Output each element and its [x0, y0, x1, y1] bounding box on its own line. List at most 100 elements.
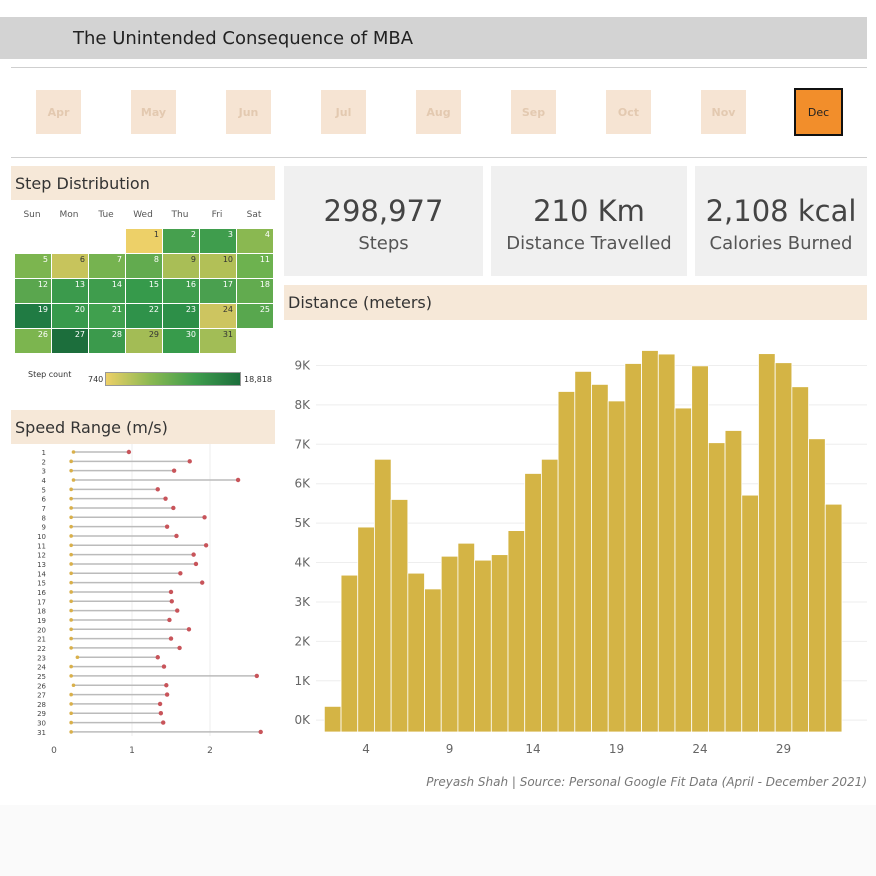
speed-max-point[interactable] — [161, 664, 167, 669]
distance-bar[interactable] — [624, 363, 642, 733]
month-sep-button[interactable]: Sep — [511, 90, 556, 134]
speed-max-point[interactable] — [175, 608, 180, 613]
calendar-day-cell[interactable]: 14 — [89, 279, 125, 303]
speed-min-point[interactable] — [71, 683, 76, 688]
speed-max-point[interactable] — [155, 487, 160, 492]
distance-bar[interactable] — [774, 362, 793, 733]
speed-min-point[interactable] — [69, 487, 73, 492]
speed-max-point[interactable] — [164, 683, 169, 688]
distance-bar[interactable] — [808, 438, 826, 733]
month-aug-button[interactable]: Aug — [416, 90, 461, 134]
speed-max-point[interactable] — [169, 599, 174, 604]
distance-bar[interactable] — [474, 559, 492, 733]
speed-max-point[interactable] — [187, 459, 192, 464]
calendar-day-cell[interactable]: 26 — [15, 329, 51, 353]
distance-bar[interactable] — [541, 458, 559, 733]
month-nov-button[interactable]: Nov — [701, 90, 746, 134]
distance-bar[interactable] — [691, 365, 709, 733]
calendar-day-cell[interactable]: 22 — [126, 304, 162, 328]
distance-bar[interactable] — [424, 588, 442, 733]
speed-max-point[interactable] — [193, 561, 199, 567]
speed-max-point[interactable] — [203, 543, 209, 548]
distance-bar[interactable] — [340, 574, 359, 733]
speed-max-point[interactable] — [200, 580, 205, 585]
calendar-day-cell[interactable]: 19 — [15, 304, 51, 328]
calendar-day-cell[interactable]: 24 — [200, 304, 236, 328]
speed-min-point[interactable] — [69, 636, 73, 641]
speed-max-point[interactable] — [168, 636, 174, 641]
speed-max-point[interactable] — [126, 449, 132, 455]
calendar-day-cell[interactable]: 3 — [200, 229, 236, 253]
speed-min-point[interactable] — [69, 562, 73, 566]
month-apr-button[interactable]: Apr — [36, 90, 81, 134]
speed-max-point[interactable] — [258, 729, 263, 735]
speed-max-point[interactable] — [157, 701, 163, 707]
calendar-day-cell[interactable]: 13 — [52, 279, 88, 303]
speed-min-point[interactable] — [69, 702, 73, 706]
distance-bar[interactable] — [440, 555, 459, 733]
distance-bar[interactable] — [741, 494, 759, 733]
speed-min-point[interactable] — [71, 450, 76, 454]
speed-max-point[interactable] — [171, 468, 177, 473]
calendar-day-cell[interactable]: 30 — [163, 329, 199, 353]
speed-max-point[interactable] — [168, 589, 174, 595]
calendar-day-cell[interactable]: 31 — [200, 329, 236, 353]
distance-bar[interactable] — [607, 400, 626, 733]
speed-min-point[interactable] — [69, 692, 73, 697]
calendar-day-cell[interactable]: 18 — [237, 279, 273, 303]
speed-min-point[interactable] — [69, 496, 73, 501]
calendar-day-cell[interactable]: 15 — [126, 279, 162, 303]
distance-bar[interactable] — [824, 503, 843, 733]
distance-bar[interactable] — [374, 458, 392, 733]
month-dec-button[interactable]: Dec — [794, 88, 843, 136]
calendar-day-cell[interactable]: 23 — [163, 304, 199, 328]
speed-min-point[interactable] — [71, 478, 76, 482]
distance-bar[interactable] — [557, 391, 576, 733]
speed-min-point[interactable] — [69, 618, 73, 622]
calendar-day-cell[interactable]: 2 — [163, 229, 199, 253]
speed-min-point[interactable] — [69, 552, 73, 557]
speed-max-point[interactable] — [191, 552, 196, 557]
calendar-day-cell[interactable]: 17 — [200, 279, 236, 303]
month-may-button[interactable]: May — [131, 90, 176, 134]
distance-bar[interactable] — [657, 353, 676, 733]
speed-max-point[interactable] — [158, 711, 164, 716]
speed-min-point[interactable] — [69, 459, 73, 464]
distance-bar[interactable] — [791, 386, 809, 733]
speed-max-point[interactable] — [178, 571, 183, 576]
distance-bar[interactable] — [507, 530, 526, 733]
speed-min-point[interactable] — [75, 655, 80, 660]
distance-bar[interactable] — [323, 705, 342, 733]
calendar-day-cell[interactable]: 11 — [237, 254, 273, 278]
speed-min-point[interactable] — [69, 711, 73, 716]
speed-max-point[interactable] — [155, 655, 160, 660]
distance-bar[interactable] — [457, 542, 476, 733]
distance-bar[interactable] — [674, 407, 693, 733]
speed-max-point[interactable] — [202, 515, 207, 520]
speed-min-point[interactable] — [69, 543, 73, 548]
calendar-day-cell[interactable]: 20 — [52, 304, 88, 328]
calendar-day-cell[interactable]: 27 — [52, 329, 88, 353]
speed-min-point[interactable] — [69, 608, 73, 613]
speed-min-point[interactable] — [69, 506, 73, 510]
speed-max-point[interactable] — [171, 505, 176, 511]
distance-bar[interactable] — [490, 554, 509, 733]
speed-min-point[interactable] — [69, 571, 73, 576]
speed-min-point[interactable] — [69, 730, 73, 734]
calendar-day-cell[interactable]: 12 — [15, 279, 51, 303]
distance-bar[interactable] — [641, 350, 659, 733]
speed-min-point[interactable] — [69, 590, 73, 594]
calendar-day-cell[interactable]: 9 — [163, 254, 199, 278]
distance-bar[interactable] — [707, 442, 726, 733]
speed-min-point[interactable] — [69, 674, 73, 678]
speed-min-point[interactable] — [69, 599, 73, 604]
calendar-day-cell[interactable]: 1 — [126, 229, 162, 253]
speed-max-point[interactable] — [164, 692, 170, 697]
speed-min-point[interactable] — [69, 534, 73, 538]
distance-bar[interactable] — [724, 430, 743, 733]
month-oct-button[interactable]: Oct — [606, 90, 651, 134]
speed-max-point[interactable] — [186, 627, 192, 632]
speed-max-point[interactable] — [161, 720, 166, 725]
distance-bar[interactable] — [758, 353, 776, 733]
speed-max-point[interactable] — [174, 533, 179, 539]
